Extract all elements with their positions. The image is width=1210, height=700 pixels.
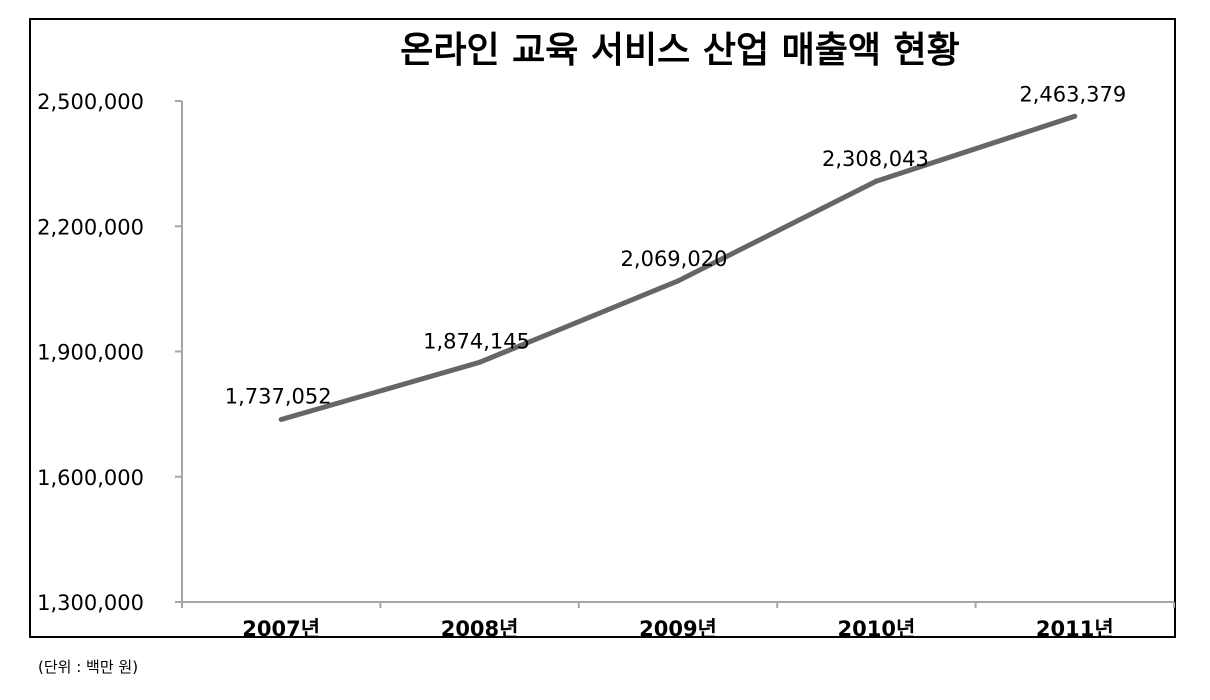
axes: [175, 100, 1175, 608]
data-label: 1,737,052: [225, 385, 332, 409]
data-point: [675, 278, 681, 284]
x-tick-label: 2007년: [242, 617, 320, 641]
y-tick-label: 1,900,000: [37, 341, 144, 365]
unit-note: (단위 : 백만 원): [38, 658, 139, 676]
chart-title: 온라인 교육 서비스 산업 매출액 현황: [400, 30, 959, 71]
x-tick-label: 2009년: [639, 617, 717, 641]
data-label: 2,069,020: [621, 247, 728, 271]
y-tick-label: 2,500,000: [37, 90, 144, 114]
x-tick-label: 2010년: [838, 617, 916, 641]
series-layer: [278, 113, 1078, 423]
x-tick-label: 2008년: [441, 617, 519, 641]
data-point: [873, 178, 879, 184]
data-label: 2,308,043: [822, 147, 929, 171]
data-point: [477, 359, 483, 365]
x-tick-label: 2011년: [1036, 617, 1114, 641]
chart-frame: [29, 18, 1176, 638]
data-labels: 1,737,052 1,874,145 2,069,020 2,308,043 2,46…: [225, 82, 1126, 408]
data-point: [278, 417, 284, 423]
data-label: 1,874,145: [423, 329, 530, 353]
data-point: [1072, 113, 1078, 119]
data-label: 2,463,379: [1019, 82, 1126, 106]
y-tick-label: 2,200,000: [37, 215, 144, 239]
x-axis-tick-labels: 2007년 2008년 2009년 2010년 2011년: [242, 617, 1113, 641]
y-tick-label: 1,600,000: [37, 466, 144, 490]
y-axis-tick-labels: 1,300,000 1,600,000 1,900,000 2,200,000 2,50…: [37, 90, 144, 615]
y-tick-label: 1,300,000: [37, 591, 144, 615]
